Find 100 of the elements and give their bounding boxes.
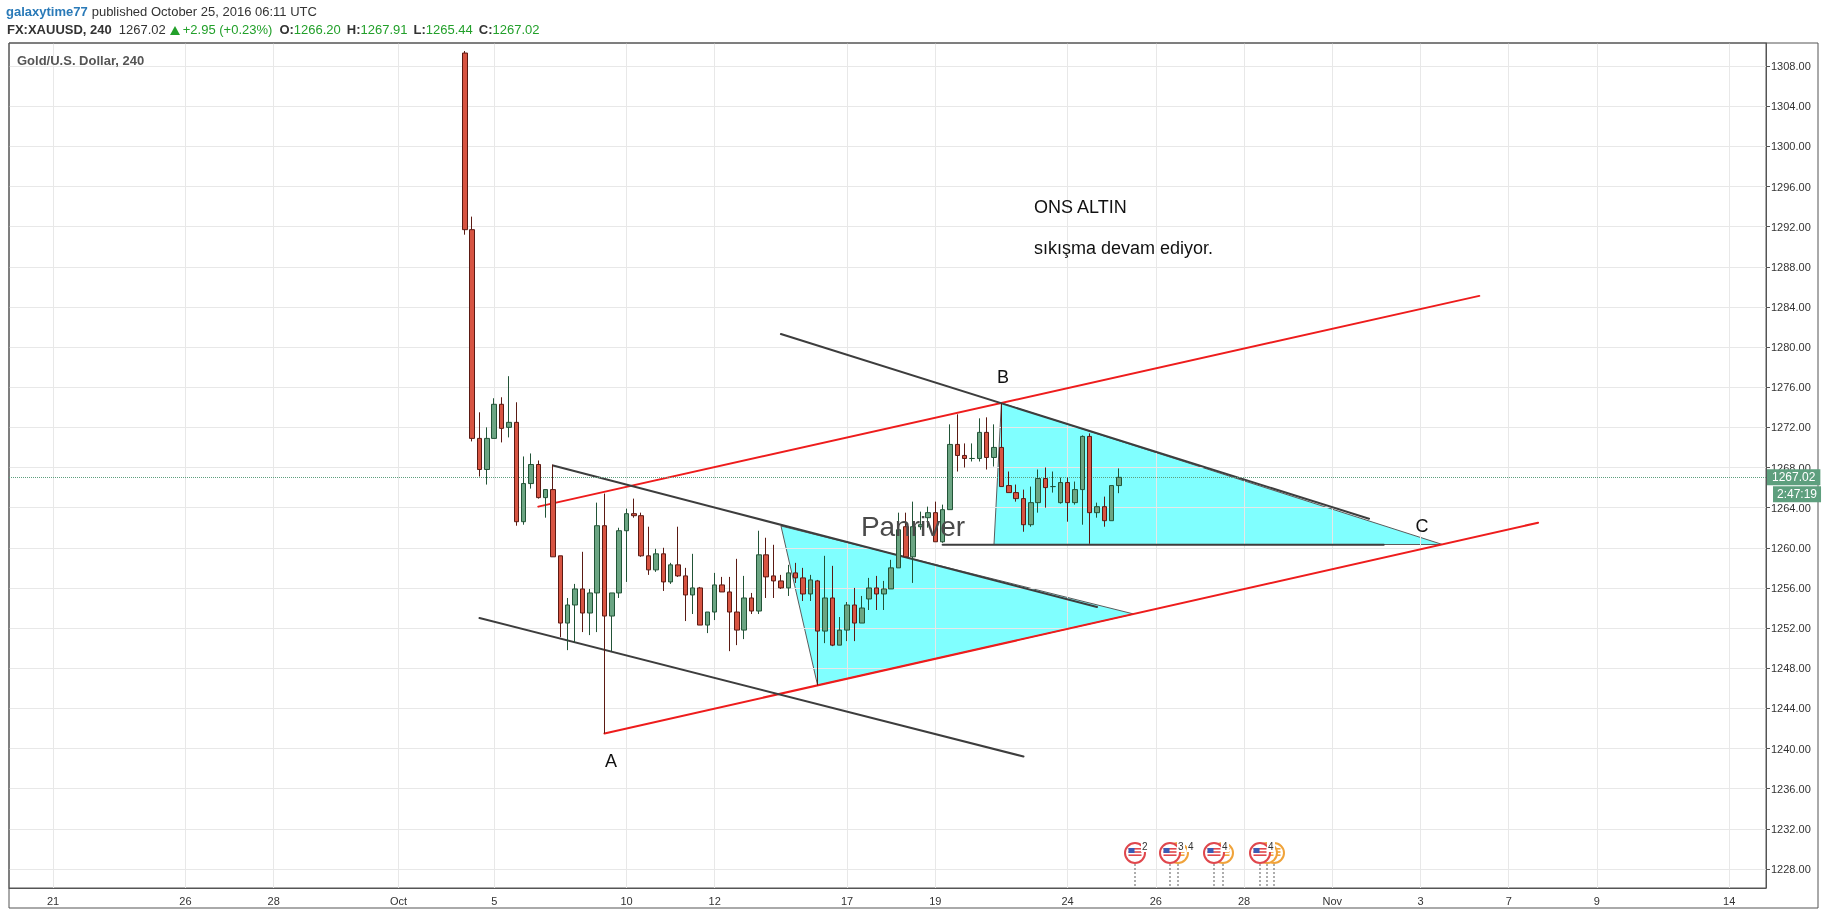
text: galaxytime77: [6, 4, 88, 19]
x-tick-label: 24: [1061, 894, 1074, 907]
y-tick-label: 1240.00: [1771, 742, 1811, 755]
candlestick: [1072, 481, 1078, 506]
candlestick: [675, 526, 681, 578]
y-tick-label: 1280.00: [1771, 341, 1811, 354]
candlestick: [1087, 432, 1092, 545]
candlestick: [763, 537, 769, 599]
candlestick: [550, 464, 556, 558]
candlestick: [844, 601, 850, 642]
annotation: 3: [1177, 841, 1185, 852]
candlestick: [712, 572, 717, 621]
candlestick: [1065, 477, 1070, 523]
y-tick-label: 1296.00: [1771, 180, 1811, 193]
candlestick: [962, 442, 967, 469]
x-tick-label: 21: [46, 894, 60, 907]
candlestick: [514, 401, 519, 527]
candlestick: [955, 413, 960, 473]
candlestick: [756, 530, 762, 615]
candlestick: [1102, 496, 1107, 528]
text: 1267.02: [492, 22, 540, 37]
candlestick: [646, 526, 651, 576]
candlestick: [815, 579, 820, 686]
candlestick: [822, 555, 828, 644]
x-tick-label: 3: [1417, 894, 1424, 907]
text: 1266.20: [293, 22, 341, 37]
candlestick: [624, 508, 629, 583]
candlestick: [558, 555, 563, 638]
candlestick: [690, 553, 695, 615]
annotation: A: [604, 751, 618, 772]
text: 1267.91: [360, 22, 408, 37]
y-tick-label: 1284.00: [1771, 300, 1811, 313]
text: 2:47:19: [1777, 487, 1818, 502]
candlestick: [1043, 467, 1048, 509]
x-tick-label: 9: [1593, 894, 1600, 907]
candlestick: [580, 551, 585, 633]
text: 1265.44: [425, 22, 473, 37]
x-tick-label: 19: [929, 894, 942, 907]
chart-title: FX:XAUUSD, 240: [7, 22, 112, 37]
candlestick: [506, 375, 512, 438]
candlestick: [866, 577, 872, 611]
y-tick-label: 1248.00: [1771, 662, 1811, 675]
annotation: ONS ALTIN: [1034, 197, 1127, 217]
candlestick: [705, 611, 710, 634]
x-tick-label: Oct: [390, 894, 408, 907]
annotation: 4: [1187, 841, 1195, 852]
text: +2.95 (+0.23%): [182, 22, 273, 37]
y-tick-label: 1272.00: [1771, 421, 1811, 434]
x-tick-label: Nov: [1322, 894, 1343, 907]
x-tick-label: 26: [179, 894, 192, 907]
candlestick: [999, 402, 1004, 488]
y-tick-label: 1236.00: [1771, 782, 1811, 795]
x-tick-label: 28: [1237, 894, 1251, 907]
x-tick-label: 28: [267, 894, 280, 907]
candlestick: [565, 597, 570, 651]
candlestick: [528, 452, 534, 490]
text: published October 25, 2016 06:11 UTC: [91, 4, 317, 19]
candlestick: [602, 493, 607, 734]
candlestick: [852, 587, 857, 642]
candlestick: [991, 423, 997, 467]
candlestick: [1116, 467, 1122, 494]
y-tick-label: 1256.00: [1771, 581, 1811, 594]
x-tick-label: 17: [840, 894, 854, 907]
y-tick-label: 1304.00: [1771, 100, 1811, 113]
y-tick-label: 1264.00: [1771, 501, 1811, 514]
y-tick-label: 1276.00: [1771, 381, 1811, 394]
candlestick: [543, 489, 548, 519]
candlestick: [830, 565, 835, 647]
candlestick: [1050, 471, 1056, 494]
y-tick-label: 1232.00: [1771, 822, 1811, 835]
candlestick: [741, 575, 747, 640]
candlestick: [719, 576, 725, 593]
candlestick: [771, 544, 776, 599]
candlestick: [1080, 434, 1085, 526]
candlestick: [477, 411, 482, 478]
candlestick: [1109, 485, 1114, 522]
annotation: C: [1415, 515, 1429, 536]
candlestick: [984, 416, 989, 471]
candlestick: [947, 423, 953, 511]
x-tick-label: 7: [1505, 894, 1512, 907]
text: L:: [413, 22, 426, 37]
y-tick-label: 1252.00: [1771, 622, 1811, 635]
y-tick-label: 1292.00: [1771, 220, 1811, 233]
x-tick-label: 10: [620, 894, 633, 907]
candlestick: [734, 558, 740, 646]
text: H:: [346, 22, 361, 37]
candlestick: [786, 564, 791, 597]
candlestick: [653, 548, 659, 573]
candlestick: [1094, 502, 1100, 519]
y-tick-label: 1308.00: [1771, 60, 1811, 73]
text: Gold/U.S. Dollar, 240: [17, 52, 145, 68]
y-tick-label: 1260.00: [1771, 541, 1811, 554]
candlestick: [683, 567, 688, 622]
text: O:: [279, 22, 294, 37]
text: C:: [478, 22, 493, 37]
candlestick: [499, 396, 504, 443]
annotation: 4: [1267, 841, 1275, 852]
y-tick-label: 1228.00: [1771, 862, 1811, 875]
candlestick: [521, 455, 526, 526]
candlestick: [1021, 489, 1026, 533]
